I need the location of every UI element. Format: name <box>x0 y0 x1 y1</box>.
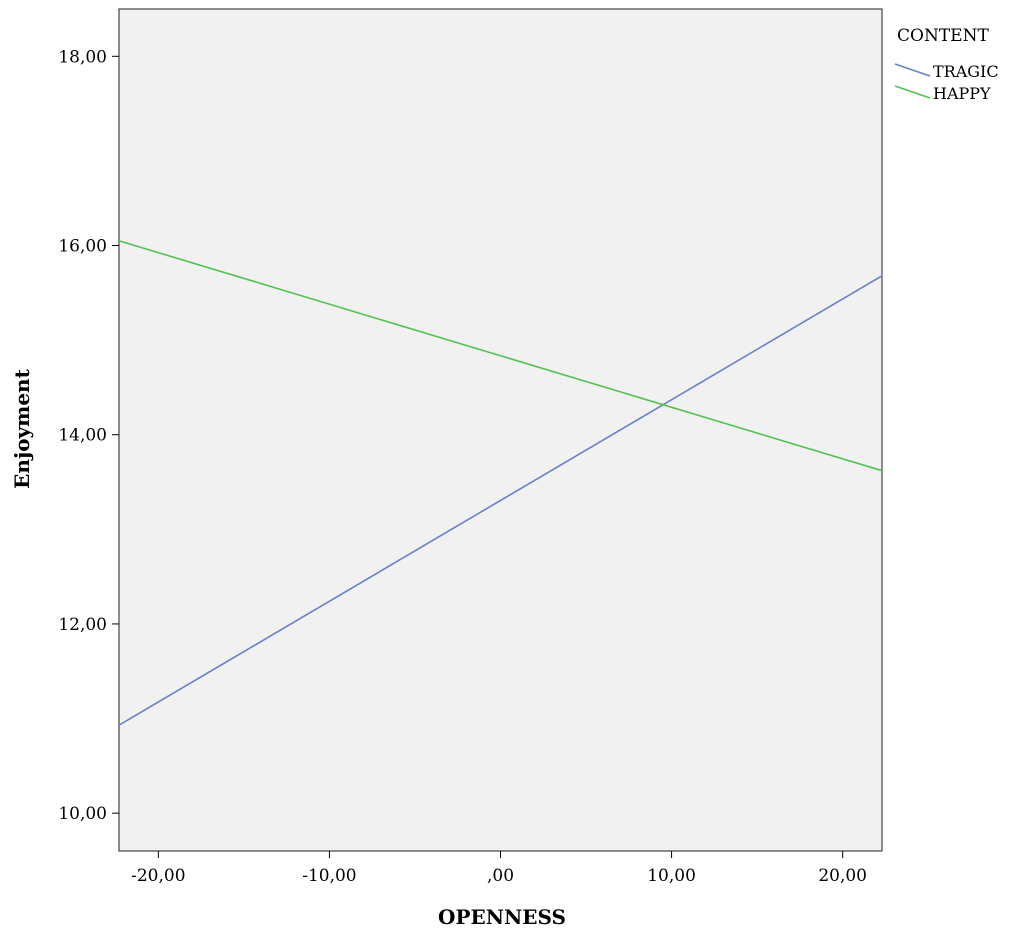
legend-label-tragic: TRAGIC <box>933 62 999 81</box>
x-tick-label: -20,00 <box>131 866 185 886</box>
legend-title: CONTENT <box>897 26 989 46</box>
y-tick-label: 14,00 <box>58 426 107 446</box>
x-tick-label: 20,00 <box>818 866 867 886</box>
y-tick-label: 10,00 <box>58 804 107 824</box>
plot-area <box>118 8 883 852</box>
x-tick-label: -10,00 <box>302 866 356 886</box>
x-axis: -20,00 -10,00 ,00 10,00 20,00 <box>131 851 867 886</box>
y-axis-title: Enjoyment <box>10 368 34 488</box>
y-tick-label: 12,00 <box>58 615 107 635</box>
plot-background <box>118 8 883 852</box>
legend-swatch-happy <box>894 85 931 99</box>
y-tick-label: 16,00 <box>58 237 107 257</box>
series-line-happy <box>118 240 883 472</box>
x-tick-label: ,00 <box>487 866 514 886</box>
legend-swatch-tragic <box>894 63 931 77</box>
x-axis-title: OPENNESS <box>438 905 566 929</box>
x-tick-label: 10,00 <box>647 866 696 886</box>
legend-label-happy: HAPPY <box>933 84 991 103</box>
y-tick-label: 18,00 <box>58 47 107 67</box>
legend: CONTENT TRAGIC HAPPY <box>894 26 999 103</box>
series-lines <box>118 240 883 726</box>
y-axis: 10,00 12,00 14,00 16,00 18,00 <box>58 47 119 824</box>
series-line-tragic <box>118 275 883 726</box>
